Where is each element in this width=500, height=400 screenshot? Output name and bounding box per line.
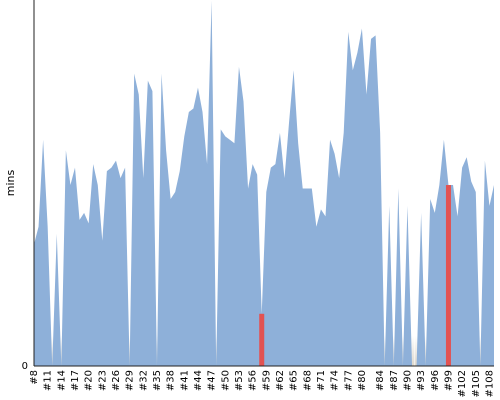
x-tick-label: #26: [111, 370, 122, 391]
x-tick-label: #90: [402, 370, 413, 391]
x-tick-label: #96: [430, 370, 441, 391]
x-tick-label: #50: [220, 370, 231, 391]
x-tick-label: #53: [234, 370, 245, 391]
x-tick-label: #17: [70, 370, 81, 391]
x-tick-label: #102: [457, 370, 468, 397]
x-tick-label: #44: [193, 370, 204, 391]
area-series: [34, 0, 494, 366]
x-tick-label: #35: [152, 370, 163, 391]
gap-marker: [127, 336, 132, 366]
x-tick-label: #56: [248, 370, 259, 391]
x-tick-label: #65: [289, 370, 300, 391]
y-tick-label: 0: [22, 361, 28, 372]
x-tick-label: #59: [261, 370, 272, 391]
y-axis-title: mins: [4, 169, 17, 196]
x-tick-label: #105: [471, 370, 482, 397]
x-tick-labels: #8 #11 #14 #17 #20 #23 #26 #29 #32 #35 #38 #41 #44 #4…: [29, 370, 495, 397]
highlight-bar: [259, 313, 265, 366]
x-tick-label: #47: [207, 370, 218, 391]
x-tick-label: #14: [56, 370, 67, 391]
gap-marker: [391, 336, 396, 366]
x-tick-label: #29: [125, 370, 136, 391]
x-tick-label: #93: [416, 370, 427, 391]
gap-marker: [154, 336, 159, 366]
x-tick-label: #32: [138, 370, 149, 391]
gap-marker: [400, 336, 405, 366]
x-tick-label: #74: [330, 370, 341, 391]
x-tick-label: #99: [443, 370, 454, 391]
gap-marker: [423, 336, 428, 366]
gap-marker: [478, 336, 483, 366]
x-tick-label: #77: [343, 370, 354, 391]
x-tick-label: #20: [84, 370, 95, 391]
x-tick-label: #71: [316, 370, 327, 391]
x-tick-label: #38: [166, 370, 177, 391]
highlight-bar: [445, 185, 451, 366]
x-tick-label: #80: [357, 370, 368, 391]
gap-marker: [59, 336, 64, 366]
x-tick-label: #23: [97, 370, 108, 391]
gap-marker: [214, 336, 219, 366]
x-tick-label: #8: [29, 370, 40, 385]
gap-marker: [414, 336, 419, 366]
x-tick-label: #41: [179, 370, 190, 391]
x-tick-label: #84: [375, 370, 386, 391]
x-tick-label: #11: [43, 370, 54, 391]
x-tick-label: #108: [484, 370, 495, 397]
gap-marker: [50, 336, 55, 366]
x-tick-label: #87: [389, 370, 400, 391]
x-tick-label: #68: [302, 370, 313, 391]
x-tick-label: #62: [275, 370, 286, 391]
gap-marker: [410, 336, 415, 366]
gap-marker: [382, 336, 387, 366]
area-layer: [34, 0, 494, 366]
